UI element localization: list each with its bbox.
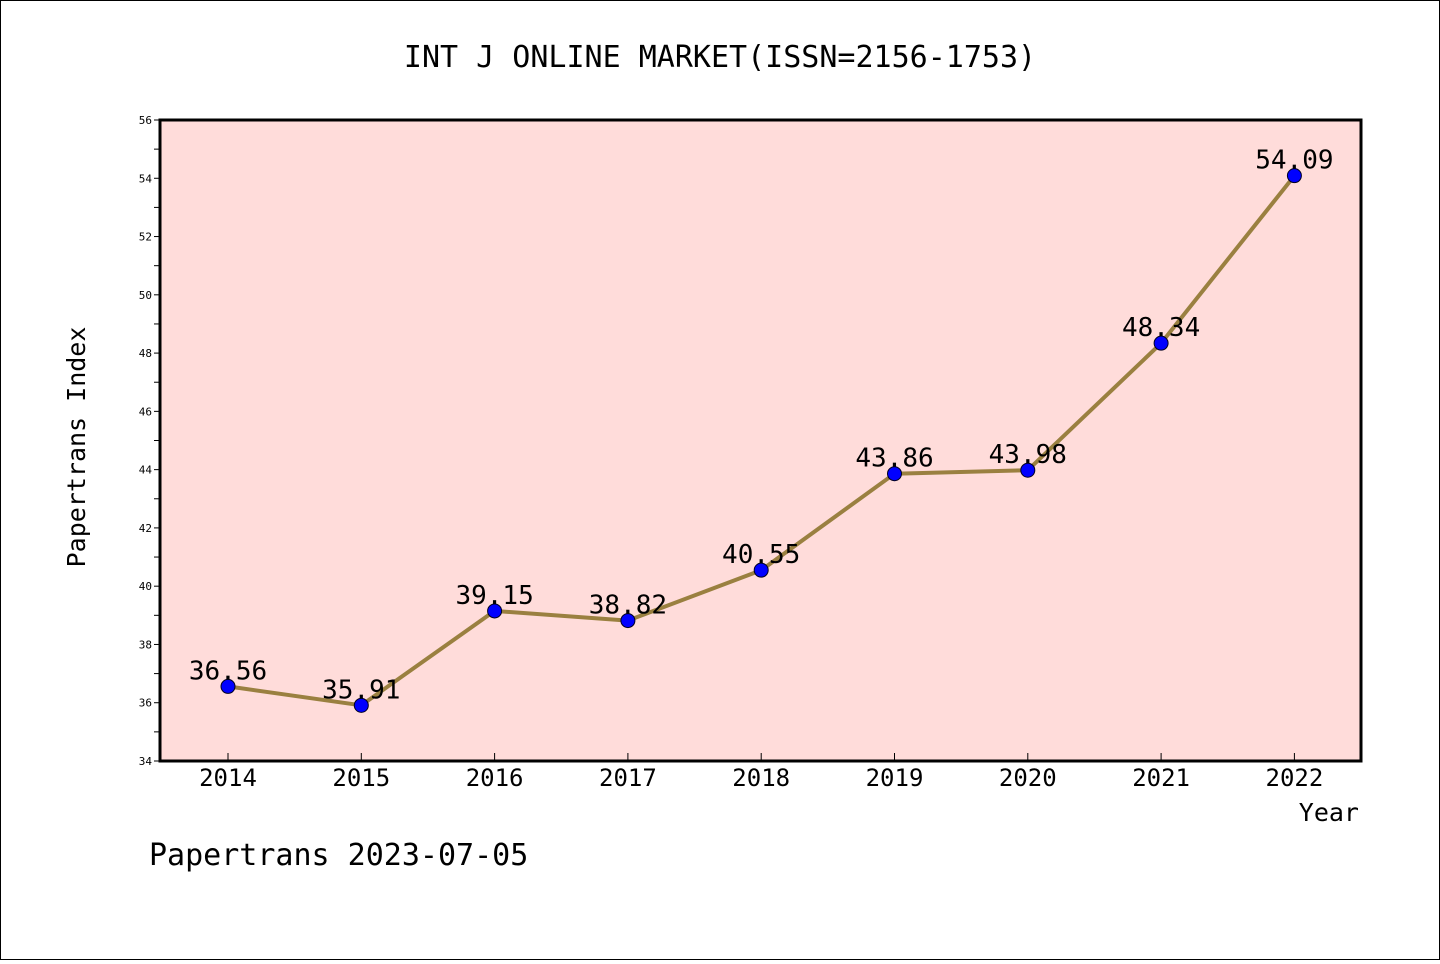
data-point	[887, 466, 902, 482]
y-tick-label: 50	[139, 289, 152, 302]
y-axis-label: Papertrans Index	[62, 327, 91, 568]
y-tick-label: 52	[139, 231, 152, 244]
x-tick-label: 2018	[732, 764, 790, 792]
data-label: 48.34	[1122, 313, 1200, 343]
y-tick-label: 48	[139, 347, 152, 360]
series-layer: 36.56 35.91 39.15 38.82 40.55 43.86 43.98 48.34…	[189, 146, 1334, 713]
y-tick-label: 34	[139, 755, 153, 768]
y-tick-label: 54	[139, 172, 153, 185]
x-tick-label: 2020	[999, 764, 1057, 792]
data-point	[353, 697, 369, 713]
data-label: 36.56	[189, 656, 267, 686]
y-axis: 34 36 38 40 42 44 46 48 50 52 54 56	[139, 114, 160, 768]
plot-area	[158, 118, 1363, 763]
data-point	[620, 613, 636, 629]
y-tick-label: 36	[139, 697, 152, 710]
data-label: 43.98	[989, 440, 1067, 470]
data-point	[1153, 335, 1169, 351]
data-label: 39.15	[455, 581, 533, 611]
data-label: 35.91	[322, 675, 400, 705]
chart-title: INT J ONLINE MARKET(ISSN=2156-1753)	[404, 40, 1036, 75]
data-label: 40.55	[722, 540, 800, 570]
x-tick-label: 2014	[199, 764, 257, 792]
data-point	[1020, 462, 1036, 478]
y-tick-label: 42	[139, 522, 152, 535]
x-axis: 2014 2015 2016 2017 2018 2019 2020 2021 2022	[199, 753, 1323, 792]
data-point	[753, 562, 769, 578]
x-tick-label: 2019	[866, 764, 924, 792]
data-label: 43.86	[855, 444, 933, 474]
data-point	[487, 603, 503, 619]
x-tick-label: 2017	[599, 764, 657, 792]
x-tick-label: 2022	[1266, 764, 1324, 792]
y-tick-label: 38	[139, 638, 152, 651]
footer-credit: Papertrans 2023-07-05	[149, 838, 528, 873]
y-tick-label: 46	[139, 405, 152, 418]
x-axis-label: Year	[1299, 798, 1359, 827]
y-tick-label: 40	[139, 580, 152, 593]
x-tick-label: 2016	[466, 764, 524, 792]
x-tick-label: 2015	[332, 764, 390, 792]
data-label: 54.09	[1255, 146, 1333, 176]
y-tick-label: 44	[139, 464, 153, 477]
y-tick-label: 56	[139, 114, 152, 127]
data-point	[220, 678, 236, 694]
data-point	[1286, 168, 1302, 184]
x-tick-label: 2021	[1132, 764, 1190, 792]
data-label: 38.82	[589, 591, 667, 621]
